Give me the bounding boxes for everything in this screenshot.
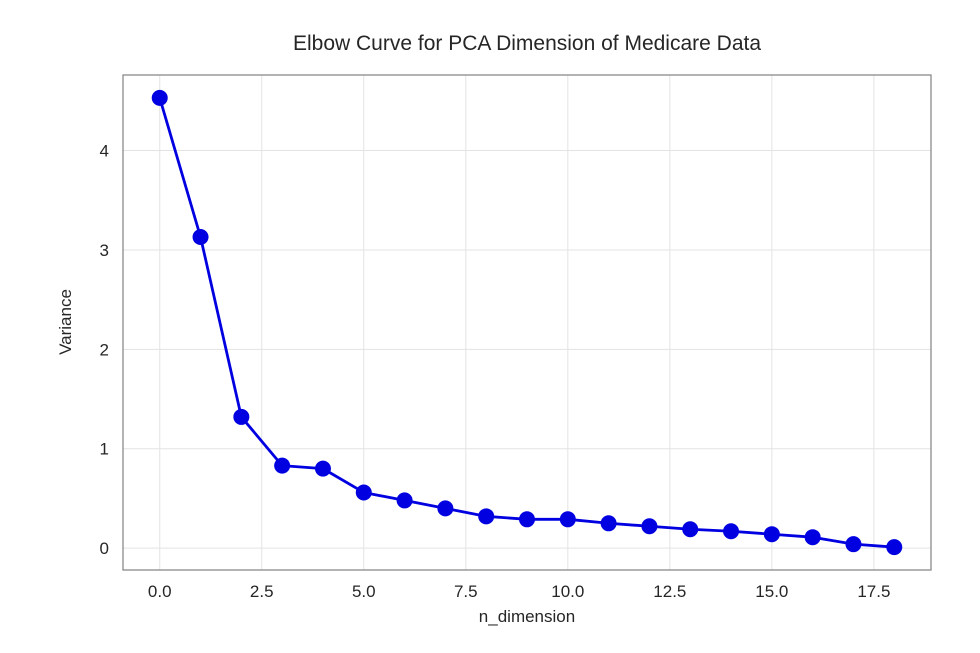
plot-spines: [122, 74, 932, 571]
x-tick-label: 5.0: [352, 582, 376, 601]
x-tick-label: 15.0: [755, 582, 788, 601]
data-point: [519, 511, 535, 528]
data-point: [845, 536, 862, 553]
data-point: [396, 492, 413, 509]
data-point: [723, 523, 740, 540]
data-point: [233, 408, 250, 425]
x-tick-label: 10.0: [551, 582, 584, 601]
data-point: [886, 539, 903, 556]
x-axis-label: n_dimension: [478, 607, 576, 626]
data-point: [641, 518, 658, 535]
x-tick-label: 7.5: [454, 582, 478, 601]
data-point: [600, 515, 617, 532]
data-point: [763, 526, 780, 543]
x-tick-label: 0.0: [148, 582, 172, 601]
data-point: [804, 529, 821, 546]
data-point: [559, 511, 576, 528]
x-tick-label: 12.5: [653, 582, 686, 601]
plot-background: [123, 75, 931, 570]
data-point: [682, 521, 699, 538]
data-point: [355, 484, 372, 501]
data-point: [314, 460, 331, 477]
data-point: [151, 89, 168, 106]
data-point: [478, 508, 495, 525]
data-point: [274, 457, 291, 474]
y-tick-label: 3: [100, 241, 109, 260]
y-tick-label: 4: [100, 142, 109, 161]
x-tick-label: 17.5: [857, 582, 890, 601]
y-tick-label: 2: [100, 340, 109, 359]
data-point: [192, 229, 209, 246]
data-point: [437, 500, 454, 517]
x-tick-label: 2.5: [250, 582, 274, 601]
y-tick-label: 0: [100, 539, 109, 558]
chart-title: Elbow Curve for PCA Dimension of Medicar…: [292, 32, 762, 55]
y-tick-label: 1: [100, 440, 109, 459]
